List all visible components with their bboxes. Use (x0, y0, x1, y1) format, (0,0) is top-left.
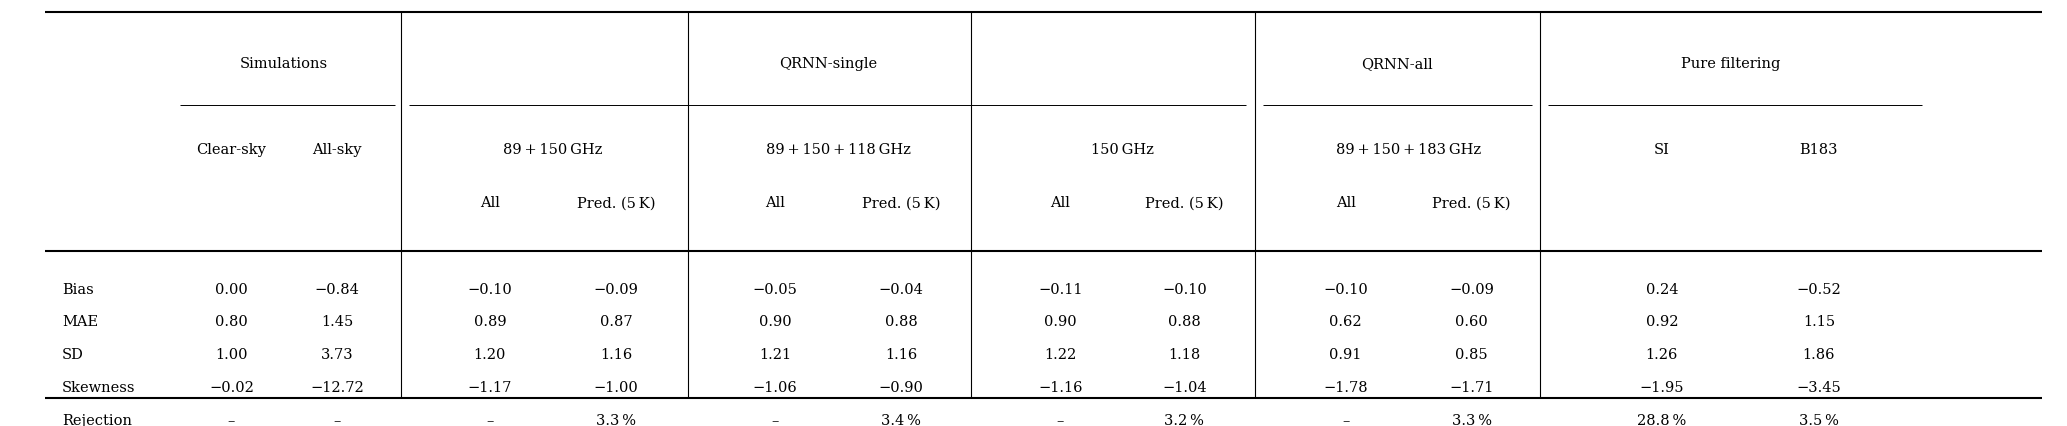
Text: 1.86: 1.86 (1802, 348, 1835, 363)
Text: All: All (1050, 196, 1071, 210)
Text: 1.16: 1.16 (885, 348, 918, 363)
Text: All: All (1335, 196, 1356, 210)
Text: –: – (486, 414, 494, 426)
Text: 1.16: 1.16 (599, 348, 633, 363)
Text: −0.09: −0.09 (593, 282, 639, 296)
Text: All: All (765, 196, 785, 210)
Text: 89 + 150 + 183 GHz: 89 + 150 + 183 GHz (1335, 143, 1482, 157)
Text: −1.17: −1.17 (467, 381, 513, 395)
Text: 1.26: 1.26 (1645, 348, 1678, 363)
Text: −1.16: −1.16 (1038, 381, 1083, 395)
Text: 1.20: 1.20 (473, 348, 506, 363)
Text: –: – (227, 414, 236, 426)
Text: QRNN-single: QRNN-single (779, 57, 876, 71)
Text: 89 + 150 + 118 GHz: 89 + 150 + 118 GHz (765, 143, 912, 157)
Text: 1.45: 1.45 (320, 316, 353, 329)
Text: −1.71: −1.71 (1449, 381, 1494, 395)
Text: –: – (1341, 414, 1350, 426)
Text: Pred. (5 K): Pred. (5 K) (1145, 196, 1224, 210)
Text: −0.11: −0.11 (1038, 282, 1083, 296)
Text: All: All (480, 196, 500, 210)
Text: −0.05: −0.05 (752, 282, 798, 296)
Text: 1.21: 1.21 (759, 348, 792, 363)
Text: 1.15: 1.15 (1802, 316, 1835, 329)
Text: 1.22: 1.22 (1044, 348, 1077, 363)
Text: Pred. (5 K): Pred. (5 K) (577, 196, 655, 210)
Text: 1.00: 1.00 (215, 348, 248, 363)
Text: −1.06: −1.06 (752, 381, 798, 395)
Text: Clear-sky: Clear-sky (196, 143, 267, 157)
Text: 3.2 %: 3.2 % (1164, 414, 1205, 426)
Text: −0.90: −0.90 (878, 381, 924, 395)
Text: 150 GHz: 150 GHz (1091, 143, 1153, 157)
Text: Skewness: Skewness (62, 381, 136, 395)
Text: Simulations: Simulations (240, 57, 329, 71)
Text: 0.92: 0.92 (1645, 316, 1678, 329)
Text: 0.91: 0.91 (1329, 348, 1362, 363)
Text: −0.10: −0.10 (1162, 282, 1207, 296)
Text: −1.95: −1.95 (1639, 381, 1685, 395)
Text: 0.80: 0.80 (215, 316, 248, 329)
Text: 3.4 %: 3.4 % (881, 414, 922, 426)
Text: All-sky: All-sky (312, 143, 362, 157)
Text: Pred. (5 K): Pred. (5 K) (862, 196, 940, 210)
Text: 0.90: 0.90 (759, 316, 792, 329)
Text: 28.8 %: 28.8 % (1637, 414, 1687, 426)
Text: −0.09: −0.09 (1449, 282, 1494, 296)
Text: 0.88: 0.88 (885, 316, 918, 329)
Text: 0.87: 0.87 (599, 316, 633, 329)
Text: 0.24: 0.24 (1645, 282, 1678, 296)
Text: 0.89: 0.89 (473, 316, 506, 329)
Text: Pure filtering: Pure filtering (1680, 57, 1782, 71)
Text: −12.72: −12.72 (310, 381, 364, 395)
Text: SI: SI (1654, 143, 1670, 157)
Text: 0.90: 0.90 (1044, 316, 1077, 329)
Text: 3.3 %: 3.3 % (595, 414, 637, 426)
Text: 1.18: 1.18 (1168, 348, 1201, 363)
Text: 89 + 150 GHz: 89 + 150 GHz (502, 143, 604, 157)
Text: –: – (771, 414, 779, 426)
Text: 0.62: 0.62 (1329, 316, 1362, 329)
Text: –: – (1056, 414, 1065, 426)
Text: 0.88: 0.88 (1168, 316, 1201, 329)
Text: QRNN-all: QRNN-all (1362, 57, 1432, 71)
Text: −0.10: −0.10 (467, 282, 513, 296)
Text: Bias: Bias (62, 282, 93, 296)
Text: −1.00: −1.00 (593, 381, 639, 395)
Text: B183: B183 (1800, 143, 1838, 157)
Text: 0.00: 0.00 (215, 282, 248, 296)
Text: −0.10: −0.10 (1323, 282, 1368, 296)
Text: −0.52: −0.52 (1796, 282, 1842, 296)
Text: 0.85: 0.85 (1455, 348, 1488, 363)
Text: −0.04: −0.04 (878, 282, 924, 296)
Text: 3.73: 3.73 (320, 348, 353, 363)
Text: −0.84: −0.84 (314, 282, 360, 296)
Text: 3.3 %: 3.3 % (1451, 414, 1492, 426)
Text: −1.04: −1.04 (1162, 381, 1207, 395)
Text: −3.45: −3.45 (1796, 381, 1842, 395)
Text: –: – (333, 414, 341, 426)
Text: Rejection: Rejection (62, 414, 132, 426)
Text: 0.60: 0.60 (1455, 316, 1488, 329)
Text: 3.5 %: 3.5 % (1798, 414, 1840, 426)
Text: MAE: MAE (62, 316, 97, 329)
Text: Pred. (5 K): Pred. (5 K) (1432, 196, 1511, 210)
Text: SD: SD (62, 348, 85, 363)
Text: −0.02: −0.02 (209, 381, 254, 395)
Text: −1.78: −1.78 (1323, 381, 1368, 395)
